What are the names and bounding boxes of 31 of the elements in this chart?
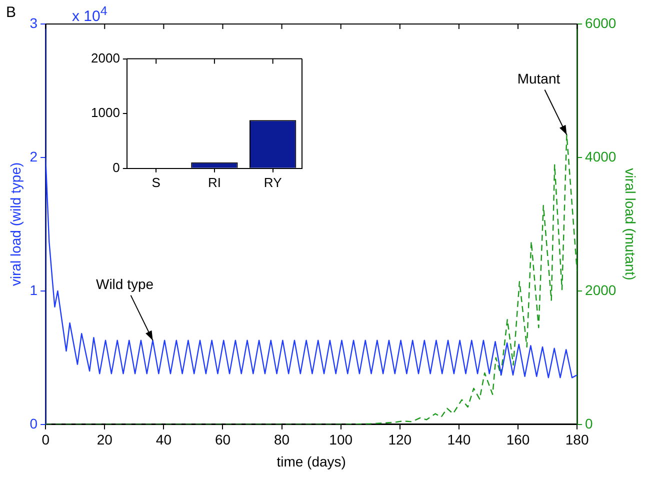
y2-tick-label: 6000 — [585, 14, 616, 31]
x-tick-label: S — [152, 174, 161, 190]
y-tick-label: 1 — [30, 282, 38, 298]
annotation: Mutant — [517, 70, 560, 87]
x-tick-label: 60 — [214, 432, 231, 448]
y-tick-label: 3 — [30, 14, 38, 31]
x-tick-label: 100 — [329, 432, 353, 448]
y2-tick-label: 4000 — [585, 148, 616, 164]
x-tick-label: 40 — [156, 432, 172, 448]
x-axis-title: time (days) — [276, 453, 346, 470]
y-tick-label: 0 — [30, 415, 38, 432]
x-tick-label: 180 — [565, 432, 589, 448]
x-tick-label: RY — [264, 174, 282, 190]
y-tick-label: 2000 — [91, 50, 120, 66]
y-tick-label: 0 — [112, 160, 120, 175]
x-tick-label: 80 — [274, 432, 290, 448]
x-tick-label: 140 — [447, 432, 471, 448]
y-axis-title: viral load (wild type) — [7, 162, 24, 286]
x-tick-label: 160 — [506, 432, 530, 448]
x-tick-label: 0 — [42, 432, 50, 448]
annotation: Wild type — [96, 276, 154, 292]
y2-tick-label: 2000 — [585, 282, 616, 298]
x-tick-label: RI — [208, 174, 221, 190]
y-tick-label: 1000 — [91, 105, 120, 120]
y2-axis-title: viral load (mutant) — [622, 168, 639, 280]
y2-tick-label: 0 — [585, 415, 594, 432]
x-tick-label: 120 — [388, 432, 412, 448]
x-tick-label: 20 — [96, 432, 113, 448]
text: B — [6, 4, 16, 21]
y-tick-label: 2 — [30, 148, 38, 164]
annotation: x 10$^{4}$ — [72, 4, 108, 25]
